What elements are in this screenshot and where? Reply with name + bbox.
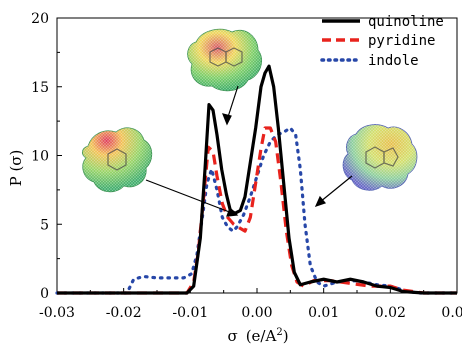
y-tick-label: 10: [31, 149, 49, 165]
quinoline-arrow: [226, 85, 239, 121]
x-tick-label: 0.00: [241, 305, 272, 321]
y-tick-label: 15: [31, 80, 49, 96]
x-axis-label-symbol: σ: [227, 327, 237, 345]
x-tick-label: -0.03: [39, 305, 75, 321]
legend: quinoline pyridine indole: [320, 14, 444, 69]
x-axis-label-close: ): [283, 327, 289, 345]
pyridine-arrowhead: [226, 206, 239, 217]
y-tick-label: 0: [40, 286, 49, 302]
legend-label-quinoline: quinoline: [368, 14, 444, 30]
indole-surface-icon: [342, 124, 418, 191]
series-line-quinoline: [57, 64, 457, 295]
x-tick-label: -0.02: [106, 305, 142, 321]
legend-label-indole: indole: [368, 53, 419, 69]
indole-arrowhead: [314, 195, 327, 207]
x-tick-label: 0.01: [308, 305, 339, 321]
x-tick-label: -0.01: [172, 305, 208, 321]
pyridine-surface-icon: [82, 127, 153, 193]
quinoline-surface-icon: [187, 28, 262, 92]
legend-label-pyridine: pyridine: [368, 33, 435, 49]
series-layer: [55, 64, 459, 295]
y-tick-label: 20: [31, 11, 49, 27]
pyridine-arrow: [145, 179, 233, 214]
y-tick-label: 5: [40, 217, 49, 233]
x-tick-label: 0.03: [441, 305, 462, 321]
x-tick-label: 0.02: [375, 305, 406, 321]
quinoline-arrowhead: [222, 113, 232, 126]
indole-arrow: [319, 175, 353, 203]
y-axis-label: P (σ): [7, 150, 25, 187]
axis-ticks: 0 5 10 15 20 -0.03 -0.02 -0.01 0.00 0.01 0.02 0.03: [31, 11, 462, 321]
annotation-arrows: [145, 85, 353, 217]
x-axis-label: σ (e/A2): [227, 327, 288, 345]
x-axis-label-sup: 2: [276, 327, 282, 338]
x-axis-label-unit: (e/A: [246, 327, 277, 345]
